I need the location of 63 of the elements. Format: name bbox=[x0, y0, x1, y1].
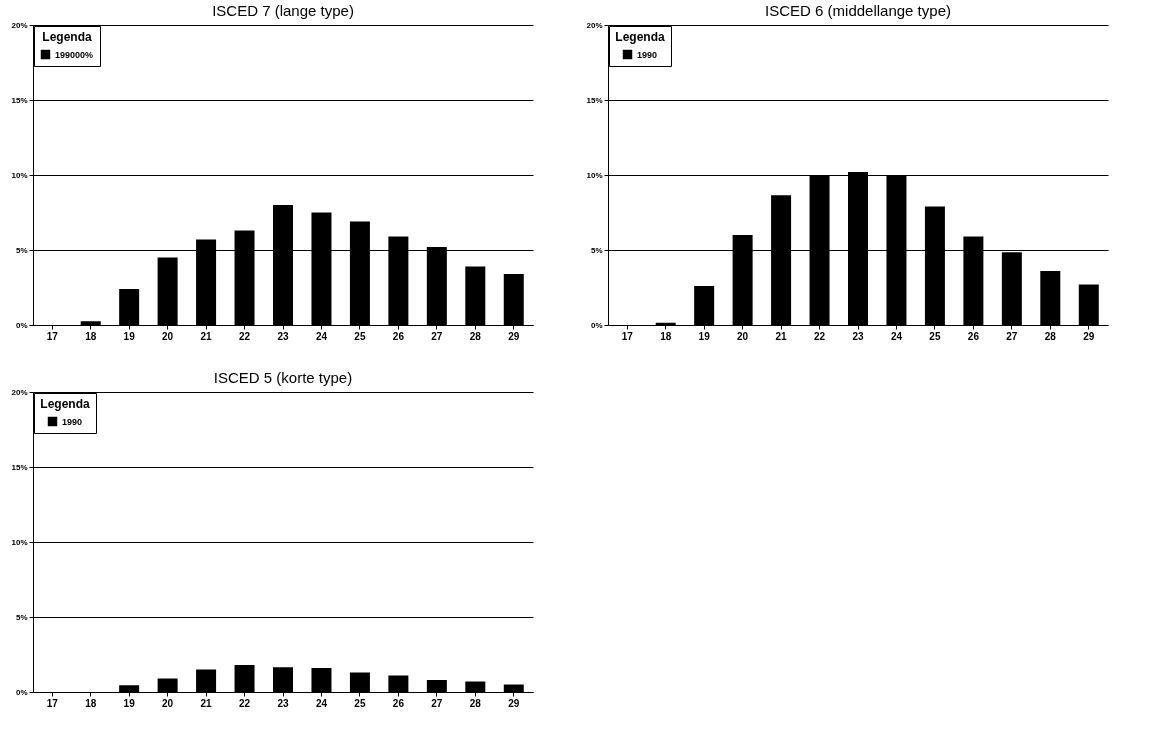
y-tick-label: 10% bbox=[586, 170, 603, 180]
x-tick-label: 23 bbox=[852, 330, 864, 342]
legend-label: 1990 bbox=[637, 49, 658, 60]
x-tick-label: 22 bbox=[238, 330, 251, 342]
x-tick-label: 23 bbox=[277, 697, 289, 709]
y-tick-label: 5% bbox=[590, 245, 603, 255]
x-tick-label: 17 bbox=[621, 330, 634, 342]
y-tick-label: 10% bbox=[11, 170, 28, 180]
legend-label: 1990 bbox=[62, 416, 83, 427]
y-tick-label: 0% bbox=[15, 687, 28, 697]
y-tick-label: 10% bbox=[11, 537, 28, 547]
x-tick-label: 27 bbox=[1006, 330, 1018, 342]
legend-title: Legenda bbox=[42, 30, 92, 44]
x-tick-label: 22 bbox=[238, 697, 251, 709]
x-tick-label: 21 bbox=[775, 330, 788, 342]
x-tick-label: 29 bbox=[508, 697, 520, 709]
x-tick-label: 19 bbox=[698, 330, 711, 342]
x-tick-label: 28 bbox=[469, 330, 482, 342]
chart-title: ISCED 6 (middellange type) bbox=[765, 2, 951, 19]
x-tick-label: 28 bbox=[1044, 330, 1057, 342]
x-tick-label: 17 bbox=[46, 330, 59, 342]
y-tick-label: 20% bbox=[11, 387, 28, 397]
x-tick-label: 28 bbox=[469, 697, 482, 709]
x-tick-label: 20 bbox=[162, 330, 174, 342]
y-tick-label: 15% bbox=[11, 95, 28, 105]
y-tick-label: 0% bbox=[15, 320, 28, 330]
y-tick-label: 5% bbox=[15, 245, 28, 255]
x-tick-label: 20 bbox=[737, 330, 749, 342]
legend-title: Legenda bbox=[40, 397, 90, 411]
x-tick-label: 25 bbox=[354, 697, 366, 709]
x-tick-label: 20 bbox=[162, 697, 174, 709]
legend-label: 199000% bbox=[55, 49, 94, 60]
y-tick-label: 0% bbox=[590, 320, 603, 330]
x-tick-label: 18 bbox=[85, 697, 97, 709]
x-tick-label: 17 bbox=[46, 697, 59, 709]
legend-title: Legenda bbox=[615, 30, 665, 44]
chart-title: ISCED 5 (korte type) bbox=[213, 369, 353, 386]
y-tick-label: 15% bbox=[586, 95, 603, 105]
x-tick-label: 25 bbox=[354, 330, 366, 342]
x-tick-label: 21 bbox=[200, 697, 213, 709]
x-tick-label: 24 bbox=[315, 697, 328, 709]
x-tick-label: 26 bbox=[967, 330, 980, 342]
x-tick-label: 24 bbox=[315, 330, 328, 342]
x-tick-label: 27 bbox=[431, 330, 443, 342]
chart-title: ISCED 7 (lange type) bbox=[212, 2, 354, 19]
x-tick-label: 22 bbox=[813, 330, 826, 342]
x-tick-label: 18 bbox=[85, 330, 97, 342]
x-tick-label: 27 bbox=[431, 697, 443, 709]
y-tick-label: 20% bbox=[586, 20, 603, 30]
x-tick-label: 19 bbox=[123, 330, 136, 342]
x-tick-label: 21 bbox=[200, 330, 213, 342]
x-tick-label: 26 bbox=[392, 697, 405, 709]
y-tick-label: 20% bbox=[11, 20, 28, 30]
x-tick-label: 18 bbox=[660, 330, 672, 342]
x-tick-label: 29 bbox=[1083, 330, 1095, 342]
x-tick-label: 19 bbox=[123, 697, 136, 709]
x-tick-label: 23 bbox=[277, 330, 289, 342]
x-tick-label: 29 bbox=[508, 330, 520, 342]
y-tick-label: 5% bbox=[15, 612, 28, 622]
y-tick-label: 15% bbox=[11, 462, 28, 472]
x-tick-label: 26 bbox=[392, 330, 405, 342]
x-tick-label: 24 bbox=[890, 330, 903, 342]
x-tick-label: 25 bbox=[929, 330, 941, 342]
